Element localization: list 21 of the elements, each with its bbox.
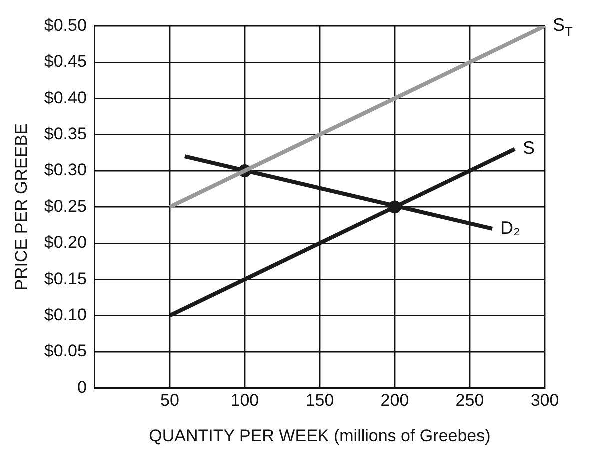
x-tick-label: 150 [306,391,334,410]
y-tick-label: $0.20 [44,233,87,252]
y-tick-label: $0.25 [44,196,87,216]
y-tick-label: $0.50 [44,16,87,35]
x-tick-label: 250 [456,391,484,410]
y-tick-label: $0.05 [44,342,87,361]
y-tick-label: $0.40 [44,88,87,108]
y-tick-label: $0.10 [44,305,87,324]
y-tick-label: $0.30 [44,160,87,180]
series-label: D₂ [500,218,520,238]
x-tick-label: 50 [160,391,180,410]
y-tick-label: 0 [77,378,87,397]
x-tick-label: 100 [230,391,260,410]
y-tick-label: $0.45 [44,52,87,72]
x-tick-label: 200 [380,391,410,410]
x-tick-label: 300 [530,391,560,410]
y-tick-label: $0.35 [44,124,87,144]
series-label: S [522,138,536,158]
y-axis-title: PRICE PER GREEBE [12,124,31,291]
y-tick-label: $0.15 [44,269,87,288]
x-axis-title: QUANTITY PER WEEK (millions of Greebes) [149,426,491,446]
